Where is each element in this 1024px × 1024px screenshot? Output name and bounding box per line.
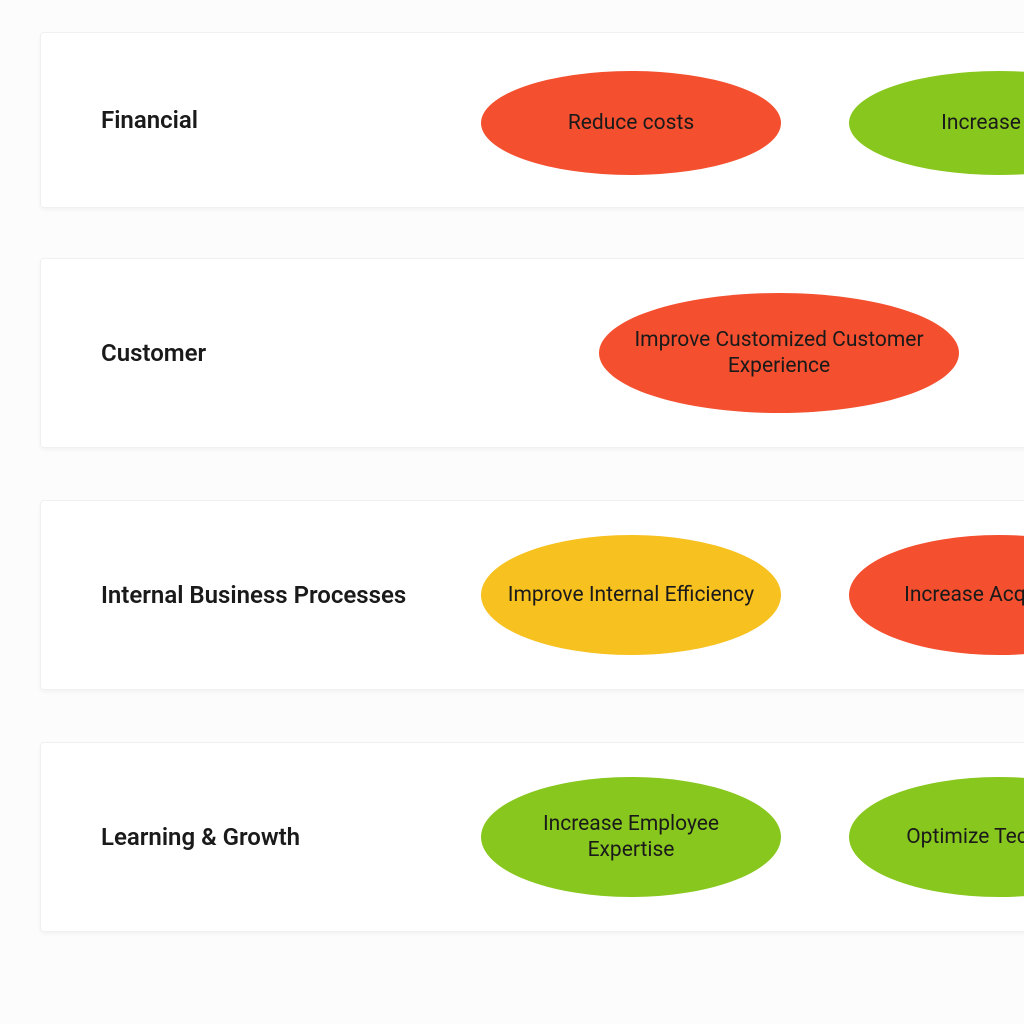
- bubble-increase-acq[interactable]: Increase Acquisition: [849, 535, 1024, 655]
- row-learning: Learning & Growth Increase Employee Expe…: [40, 742, 1024, 932]
- row-financial: Financial Reduce costs Increase pro: [40, 32, 1024, 208]
- row-customer-label: Customer: [101, 339, 206, 367]
- bubble-increase-acq-text: Increase Acquisition: [904, 582, 1024, 608]
- row-internal-label: Internal Business Processes: [101, 581, 406, 609]
- bubble-improve-efficiency[interactable]: Improve Internal Efficiency: [481, 535, 781, 655]
- bubble-optimize-tech[interactable]: Optimize Technolog: [849, 777, 1024, 897]
- bubble-optimize-tech-text: Optimize Technolog: [906, 824, 1024, 850]
- scorecard-canvas: Financial Reduce costs Increase pro Cust…: [0, 0, 1024, 1024]
- bubble-reduce-costs[interactable]: Reduce costs: [481, 71, 781, 175]
- row-financial-label: Financial: [101, 106, 198, 134]
- bubble-increase-pro-text: Increase pro: [941, 110, 1024, 136]
- row-internal: Internal Business Processes Improve Inte…: [40, 500, 1024, 690]
- bubble-increase-pro[interactable]: Increase pro: [849, 71, 1024, 175]
- bubble-improve-efficiency-text: Improve Internal Efficiency: [508, 582, 754, 608]
- row-learning-label: Learning & Growth: [101, 823, 300, 851]
- bubble-employee-expertise[interactable]: Increase Employee Expertise: [481, 777, 781, 897]
- row-customer: Customer Improve Customized Customer Exp…: [40, 258, 1024, 448]
- bubble-employee-expertise-text: Increase Employee Expertise: [499, 811, 763, 864]
- bubble-improve-cx[interactable]: Improve Customized Customer Experience: [599, 293, 959, 413]
- bubble-improve-cx-text: Improve Customized Customer Experience: [617, 327, 941, 380]
- bubble-reduce-costs-text: Reduce costs: [568, 110, 694, 136]
